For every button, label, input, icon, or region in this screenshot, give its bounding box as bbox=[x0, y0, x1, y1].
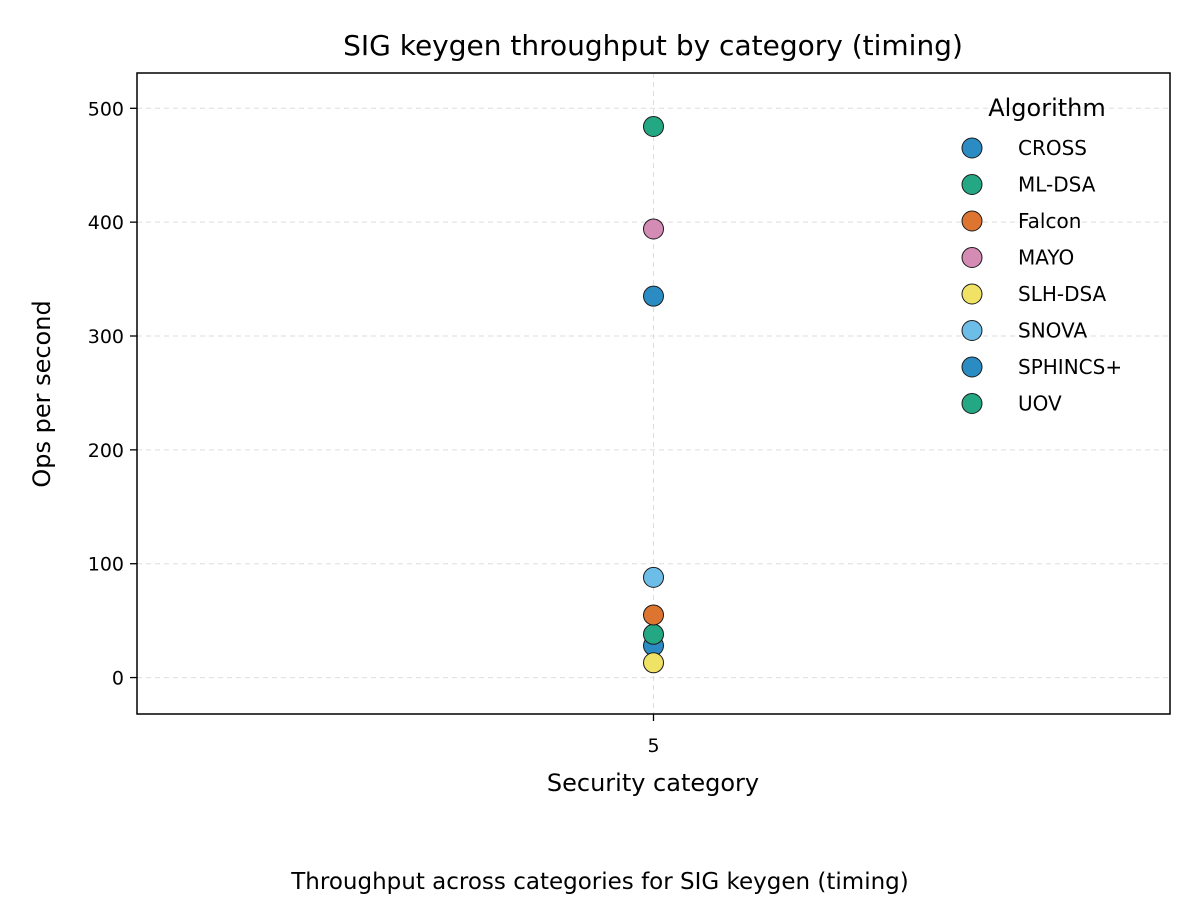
legend: Algorithm CROSS ML-DSA Falcon MAYO SLH-DSA SN… bbox=[961, 94, 1122, 416]
legend-marker-slh-dsa bbox=[961, 283, 983, 305]
y-tick-label: 300 bbox=[88, 326, 124, 348]
x-tick-label: 5 bbox=[647, 735, 659, 757]
x-axis-label: Security category bbox=[547, 769, 759, 797]
y-tick-label: 100 bbox=[88, 554, 124, 576]
data-point-mayo bbox=[643, 218, 664, 240]
legend-marker-mayo bbox=[961, 247, 983, 268]
x-axis-ticks: 5 bbox=[647, 714, 660, 757]
data-point-ml-dsa bbox=[643, 623, 664, 645]
y-axis-ticks: 0 100 200 300 400 500 bbox=[88, 98, 137, 690]
y-tick-label: 200 bbox=[88, 440, 124, 462]
data-point-snova bbox=[643, 566, 664, 588]
legend-marker-falcon bbox=[961, 210, 983, 232]
legend-label-uov: UOV bbox=[1018, 392, 1062, 416]
legend-marker-snova bbox=[961, 320, 983, 341]
legend-marker-sphincs- bbox=[961, 356, 983, 378]
y-axis-label: Ops per second bbox=[28, 300, 56, 487]
chart-title: SIG keygen throughput by category (timin… bbox=[343, 29, 963, 62]
data-points bbox=[643, 116, 664, 674]
data-point-slh-dsa bbox=[643, 652, 664, 674]
legend-label-cross: CROSS bbox=[1018, 136, 1087, 160]
legend-label-ml-dsa: ML-DSA bbox=[1018, 173, 1096, 197]
y-tick-label: 500 bbox=[88, 98, 124, 120]
data-point-falcon bbox=[643, 604, 664, 626]
legend-title: Algorithm bbox=[988, 94, 1106, 122]
legend-label-sphincs-: SPHINCS+ bbox=[1018, 355, 1122, 379]
figure-caption: Throughput across categories for SIG key… bbox=[290, 869, 909, 895]
data-point-uov bbox=[643, 116, 664, 138]
legend-marker-cross bbox=[961, 137, 983, 159]
legend-marker-uov bbox=[961, 393, 983, 414]
data-point-sphincs- bbox=[643, 285, 664, 307]
y-tick-label: 0 bbox=[112, 668, 124, 690]
y-tick-label: 400 bbox=[88, 212, 124, 234]
legend-label-mayo: MAYO bbox=[1018, 246, 1074, 270]
legend-label-snova: SNOVA bbox=[1018, 319, 1087, 343]
legend-label-slh-dsa: SLH-DSA bbox=[1018, 282, 1107, 306]
legend-label-falcon: Falcon bbox=[1018, 209, 1081, 233]
legend-marker-ml-dsa bbox=[961, 174, 983, 195]
